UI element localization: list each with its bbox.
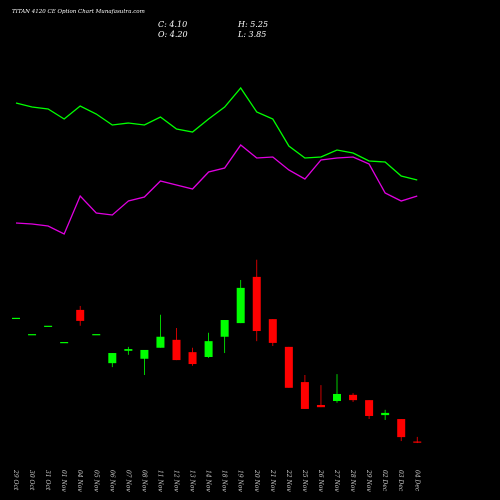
candle-body xyxy=(220,320,229,337)
x-tick-label: 06 Nov xyxy=(108,470,115,492)
candle-body xyxy=(12,317,20,320)
candle-body xyxy=(284,346,293,388)
candle-body xyxy=(300,382,309,409)
candle-body xyxy=(268,319,277,343)
x-tick-label: 28 Nov xyxy=(349,469,356,492)
candle-body xyxy=(333,393,341,402)
x-tick-label: 26 Nov xyxy=(317,469,324,492)
candle-body xyxy=(108,353,117,364)
header-open: O: 4.20 xyxy=(158,30,188,39)
chart-title: TITAN 4120 CE Option Chart Munafasutra.c… xyxy=(12,9,145,15)
x-tick-label: 02 Dec xyxy=(381,470,388,492)
x-tick-label: 29 Oct xyxy=(12,469,19,491)
candle-body xyxy=(60,342,69,344)
x-tick-label: 25 Nov xyxy=(301,469,308,492)
candle-body xyxy=(44,325,53,327)
candle-body xyxy=(76,309,85,321)
x-tick-label: 07 Nov xyxy=(124,470,131,492)
x-tick-label: 31 Oct xyxy=(44,470,51,491)
x-tick-label: 03 Dec xyxy=(397,470,404,492)
header-close: C: 4.10 xyxy=(158,20,187,29)
x-tick-label: 22 Nov xyxy=(285,469,292,492)
candle-body xyxy=(156,336,165,348)
candle-body xyxy=(236,287,245,324)
x-tick-label: 05 Nov xyxy=(92,470,99,492)
x-tick-label: 11 Nov xyxy=(156,470,163,492)
candle-body xyxy=(413,441,422,443)
header-high: H: 5.25 xyxy=(237,20,268,29)
x-tick-label: 21 Nov xyxy=(269,469,276,492)
candle-body xyxy=(349,394,358,401)
header-low: L: 3.85 xyxy=(237,30,266,39)
x-tick-label: 27 Nov xyxy=(333,469,340,492)
candle-body xyxy=(92,334,101,336)
x-tick-label: 30 Oct xyxy=(28,470,35,491)
candle-body xyxy=(252,276,261,332)
x-tick-label: 04 Dec xyxy=(413,470,420,492)
x-tick-label: 18 Nov xyxy=(221,470,228,492)
candle-body xyxy=(28,334,37,336)
candle-body xyxy=(204,341,213,357)
x-tick-label: 19 Nov xyxy=(237,470,244,492)
x-tick-label: 04 Nov xyxy=(76,470,83,492)
candle-body xyxy=(172,339,181,361)
candle-body xyxy=(381,412,390,416)
candle-body xyxy=(188,352,197,365)
indicator-line xyxy=(15,86,418,181)
x-tick-label: 08 Nov xyxy=(140,470,147,492)
candle-body xyxy=(124,349,133,351)
candle-body xyxy=(140,349,149,359)
x-tick-label: 14 Nov xyxy=(205,470,212,492)
x-tick-label: 29 Nov xyxy=(365,469,372,492)
x-tick-label: 13 Nov xyxy=(189,470,196,492)
x-tick-label: 20 Nov xyxy=(253,469,260,492)
indicator-line xyxy=(15,144,418,235)
x-tick-label: 01 Nov xyxy=(60,470,67,492)
candle-body xyxy=(365,400,374,416)
x-tick-label: 12 Nov xyxy=(173,470,180,492)
candle-body xyxy=(397,419,406,438)
candle-body xyxy=(316,404,325,408)
